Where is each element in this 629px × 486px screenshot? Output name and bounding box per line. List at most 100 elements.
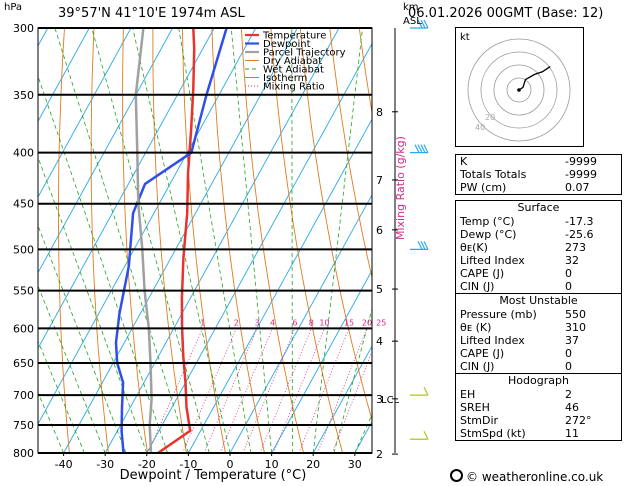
index-label: StmDir <box>460 414 499 427</box>
index-label: Totals Totals <box>460 168 527 181</box>
mixing-ratio-label: 20 <box>362 318 372 327</box>
km-tick-label: 7 <box>376 174 383 187</box>
index-row: SREH 46 <box>456 401 621 414</box>
isotherm-line <box>312 345 372 453</box>
hodograph-ring <box>467 38 571 142</box>
hodograph-ring-label: 20 <box>485 113 495 122</box>
index-row: Temp (°C) -17.3 <box>456 215 621 228</box>
mixing-ratio-line <box>203 328 258 453</box>
indices-table-top: K -9999 Totals Totals -9999 PW (cm) 0.07 <box>455 154 622 195</box>
index-row: PW (cm) 0.07 <box>456 181 621 194</box>
hodograph-ring <box>506 77 532 103</box>
wet-adiabat-line <box>38 391 64 453</box>
indices-table-main: Surface Temp (°C) -17.3 Dewp (°C) -25.6 θᴇ(K)… <box>455 200 622 441</box>
index-value: 272° <box>565 414 592 427</box>
km-tick-label: 6 <box>376 224 383 237</box>
lcl-label: LCL <box>381 395 400 406</box>
index-value: 0 <box>565 280 572 293</box>
km-tick-label: 2 <box>376 448 383 461</box>
mixing-ratio-label: 1 <box>200 318 205 327</box>
index-label: Lifted Index <box>460 334 525 347</box>
mixing-ratio-axis-label: Mixing Ratio (g/kg) <box>394 136 407 240</box>
mixing-ratio-label: 3 <box>255 318 260 327</box>
pressure-tick-label: 450 <box>13 198 34 211</box>
wind-barb-feather <box>417 19 423 29</box>
x-tick-label: 0 <box>227 458 234 471</box>
wind-barb-feather <box>420 19 426 29</box>
section-title-most-unstable: Most Unstable <box>456 293 621 308</box>
pressure-tick-label: 800 <box>13 447 34 460</box>
index-row: θᴇ(K) 273 <box>456 241 621 254</box>
section-title-hodograph: Hodograph <box>456 373 621 388</box>
hodograph-origin <box>517 88 521 92</box>
x-tick-label: -40 <box>55 458 73 471</box>
index-value: -17.3 <box>565 215 594 228</box>
hodograph-ring <box>480 51 558 129</box>
x-tick-label: 10 <box>265 458 279 471</box>
index-row: CAPE (J) 0 <box>456 347 621 360</box>
index-row: CIN (J) 0 <box>456 360 621 373</box>
index-row: Dewp (°C) -25.6 <box>456 228 621 241</box>
wet-adiabat-line <box>38 340 85 453</box>
dry-adiabat-line <box>358 28 372 116</box>
legend-label: Dry Adiabat <box>263 56 322 67</box>
index-value: 37 <box>565 334 579 347</box>
mixing-ratio-label: 2 <box>234 318 239 327</box>
wind-barb-feather <box>423 241 429 250</box>
wet-adiabat-line <box>38 75 168 453</box>
pressure-tick-label: 400 <box>13 147 34 160</box>
index-row: Lifted Index 32 <box>456 254 621 267</box>
index-value: 0.07 <box>565 181 590 194</box>
hodograph-unit-label: kt <box>460 32 470 43</box>
asl-unit-label: ASL <box>403 16 422 27</box>
legend-label: Dewpoint <box>263 39 311 50</box>
index-row: CIN (J) 0 <box>456 280 621 293</box>
copyright-logo-icon <box>450 469 463 482</box>
km-unit-label: km <box>403 2 419 13</box>
wind-barb-feather <box>420 144 426 153</box>
isotherm-line <box>38 28 257 425</box>
dry-adiabat-line <box>211 28 265 453</box>
index-value: -9999 <box>565 168 597 181</box>
mixing-ratio-line <box>317 328 368 453</box>
index-value: 550 <box>565 308 586 321</box>
mixing-ratio-line <box>331 350 372 453</box>
index-row: StmDir 272° <box>456 414 621 427</box>
index-label: Pressure (mb) <box>460 308 537 321</box>
index-value: 11 <box>565 427 579 440</box>
pressure-tick-label: 350 <box>13 89 34 102</box>
pressure-tick-label: 550 <box>13 285 34 298</box>
pressure-tick-label: 750 <box>13 419 34 432</box>
x-axis-label: Dewpoint / Temperature (°C) <box>119 468 307 483</box>
dry-adiabat-line <box>0 28 6 453</box>
km-tick-label: 8 <box>376 106 383 119</box>
index-value: 32 <box>565 254 579 267</box>
index-row: StmSpd (kt) 11 <box>456 427 621 440</box>
pressure-tick-label: 500 <box>13 243 34 256</box>
km-tick-label: 5 <box>376 283 383 296</box>
index-label: EH <box>460 388 476 401</box>
mixing-ratio-label: 15 <box>344 318 354 327</box>
isotherm-line <box>38 28 90 123</box>
isotherm-line <box>188 118 372 453</box>
wet-adiabat-line <box>38 156 148 453</box>
index-label: θᴇ(K) <box>460 241 488 254</box>
index-label: StmSpd (kt) <box>460 427 526 440</box>
dry-adiabat-line <box>329 28 372 280</box>
index-value: 310 <box>565 321 586 334</box>
x-tick-label: -30 <box>96 458 114 471</box>
index-label: θᴇ (K) <box>460 321 492 334</box>
wind-barb-feather <box>417 144 423 153</box>
index-row: θᴇ (K) 310 <box>456 321 621 334</box>
pressure-tick-label: 700 <box>13 389 34 402</box>
wet-adiabat-line <box>38 224 127 453</box>
index-label: CAPE (J) <box>460 347 505 360</box>
copyright-text: © weatheronline.co.uk <box>466 470 604 484</box>
pressure-tick-label: 650 <box>13 357 34 370</box>
x-tick-label: 20 <box>306 458 320 471</box>
x-tick-label: -20 <box>138 458 156 471</box>
mixing-ratio-line <box>182 328 237 453</box>
isotherm-line <box>104 28 340 453</box>
